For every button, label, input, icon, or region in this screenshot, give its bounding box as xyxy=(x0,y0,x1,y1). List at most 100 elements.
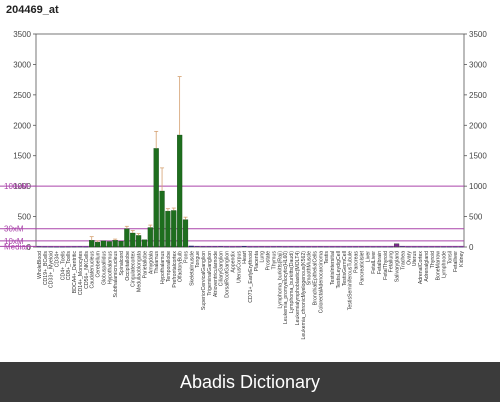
x-tick-label: Pons xyxy=(184,251,190,263)
bar xyxy=(429,246,435,248)
x-tick-label: Thymus xyxy=(271,251,277,270)
bar xyxy=(364,246,370,248)
bar xyxy=(212,246,218,248)
bar xyxy=(241,246,247,247)
x-tick-label: Hypothalamus xyxy=(107,251,113,285)
bar xyxy=(294,246,300,248)
y-tick-label-right: 1500 xyxy=(469,152,487,161)
bar xyxy=(48,246,54,248)
bar xyxy=(405,246,411,248)
bar xyxy=(288,246,294,248)
x-tick-label: Appendix xyxy=(230,251,236,273)
plot-frame xyxy=(35,33,465,248)
bar xyxy=(259,246,265,248)
bar xyxy=(393,243,400,248)
bar xyxy=(446,246,452,248)
bar xyxy=(435,246,441,248)
x-tick-label: Hypothalamus xyxy=(160,251,166,285)
x-tick-label: CD8+_Tcells xyxy=(66,251,72,281)
x-tick-label: Fetalbrain xyxy=(377,251,383,274)
bar xyxy=(188,245,194,247)
footer-text: Abadis Dictionary xyxy=(179,371,321,392)
x-tick-label: CD14+_Monocytes xyxy=(78,251,84,296)
x-tick-label: CD56+_NKCells xyxy=(84,251,90,289)
bar xyxy=(253,246,259,248)
reference-line-label: Median xyxy=(4,242,30,251)
x-tick-label: FetalLiver xyxy=(371,251,377,274)
bar xyxy=(265,246,271,248)
bar xyxy=(441,246,446,248)
bar xyxy=(94,241,101,248)
bar xyxy=(271,246,276,248)
bar xyxy=(54,246,59,248)
bar xyxy=(153,148,159,248)
x-tick-label: PancreaticIslet xyxy=(359,250,365,285)
bar xyxy=(388,246,394,248)
bar xyxy=(89,240,95,248)
bar xyxy=(118,241,124,248)
bar xyxy=(300,246,306,248)
x-tick-label: Tongue xyxy=(195,251,201,268)
bar xyxy=(141,239,148,248)
y-tick-label-left: 3000 xyxy=(13,60,31,69)
bar xyxy=(417,246,423,248)
y-tick-label-left: 2500 xyxy=(13,91,31,100)
x-tick-label: Skeletalmuscle xyxy=(189,251,195,286)
x-tick-label: ColorectalAdenocarcinoma xyxy=(318,251,324,313)
x-tick-label: Placenta xyxy=(254,251,260,271)
bar xyxy=(100,240,107,248)
x-tick-label: CiliaryGanglion xyxy=(219,251,225,286)
bar xyxy=(317,246,323,248)
x-tick-label: CD34+ xyxy=(55,251,61,267)
x-tick-label: CD71+_EarlyErythroid xyxy=(248,251,254,303)
x-tick-label: Kidney xyxy=(459,251,465,267)
x-tick-label: BDCA4+_Dentritic xyxy=(72,251,78,294)
bar xyxy=(130,232,136,248)
x-tick-label: Medullaoblongata xyxy=(137,251,143,292)
x-tick-label: Atrioventricularnode xyxy=(213,251,219,297)
bar xyxy=(194,246,200,247)
y-tick-label-right: 2500 xyxy=(469,91,487,100)
footer-banner: Abadis Dictionary xyxy=(0,362,500,402)
bar xyxy=(452,246,458,248)
x-tick-label: Salivarygland xyxy=(395,251,401,282)
y-tick-label-left: 3500 xyxy=(13,30,31,39)
x-tick-label: BronchialEpithelialCells xyxy=(312,251,318,306)
x-tick-label: OlfactoryBulb xyxy=(178,251,184,282)
x-tick-label: Fetalliver xyxy=(453,251,459,272)
bar xyxy=(206,246,212,248)
x-tick-label: Pancreas xyxy=(354,251,360,273)
bar xyxy=(224,246,229,248)
chart-area: 204469_at 0 0 500 500 1000 1000 1500 1500 2000 20… xyxy=(0,4,487,340)
bar xyxy=(276,246,282,248)
bar xyxy=(423,246,429,248)
x-tick-label: Caudatenucleus xyxy=(90,251,96,289)
x-tick-label: Ovary xyxy=(406,251,412,265)
bar xyxy=(36,246,42,248)
bar xyxy=(382,246,388,248)
bar xyxy=(106,241,112,248)
y-tick-label-right: 3000 xyxy=(469,60,487,69)
x-tick-label: Cingulatecortex xyxy=(131,251,137,287)
x-tick-label: FetalThyroid xyxy=(383,251,389,280)
bar xyxy=(200,246,206,248)
bar xyxy=(65,246,71,248)
bar xyxy=(165,210,171,248)
x-tick-label: Thyroid xyxy=(430,251,436,268)
bar xyxy=(112,240,118,248)
x-tick-label: Occipitallobe xyxy=(125,251,131,281)
bar xyxy=(458,246,464,248)
x-tick-label: UterusCorpus xyxy=(236,251,242,283)
y-tick-label-left: 0 xyxy=(27,243,32,252)
bar xyxy=(329,246,335,248)
x-tick-label: Lymphoma_burkitts(Daudi) xyxy=(289,251,295,313)
x-tick-label: Testis xyxy=(324,251,330,265)
x-tick-label: Lung xyxy=(260,251,266,263)
x-tick-label: SmoothMuscle xyxy=(307,251,313,285)
x-tick-label: AdrenalCortex xyxy=(418,251,424,285)
x-tick-label: CD4+_Tcells xyxy=(60,251,66,281)
bar xyxy=(229,246,235,248)
bar xyxy=(312,246,317,248)
bar xyxy=(42,246,48,248)
